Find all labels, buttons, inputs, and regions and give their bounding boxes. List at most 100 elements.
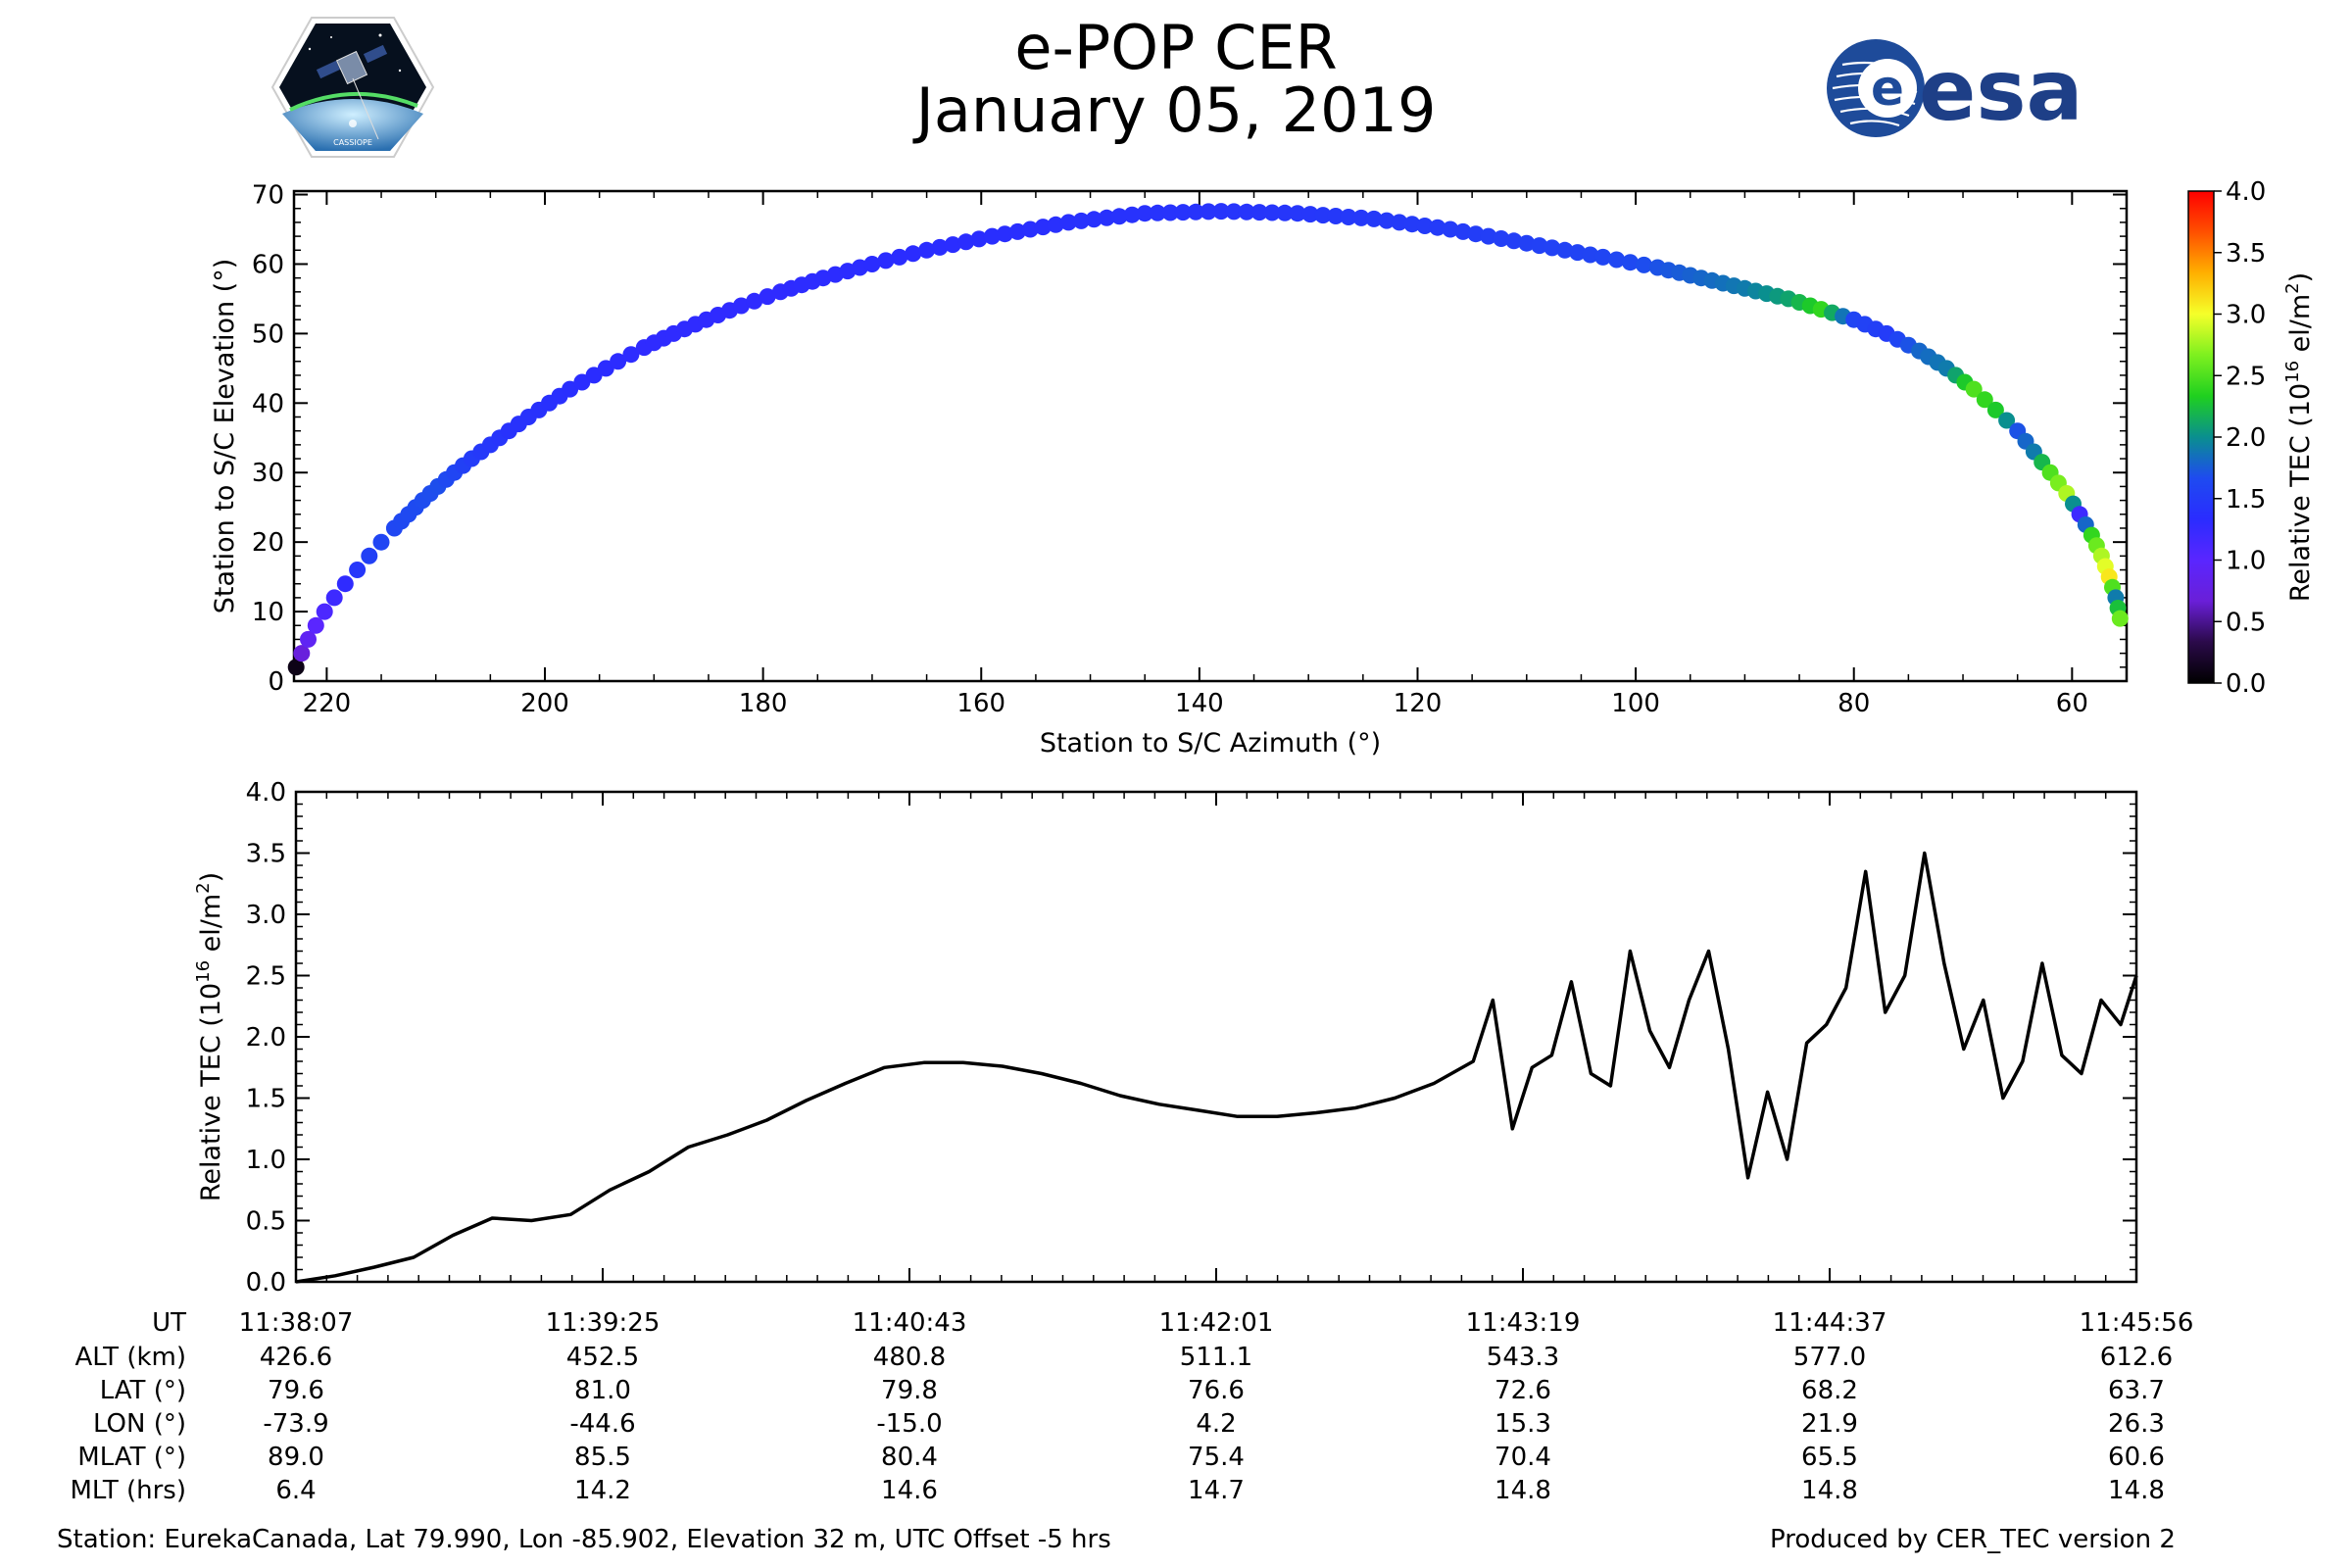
scatter-point	[944, 236, 961, 254]
scatter-point	[1352, 209, 1370, 226]
table-cell: -73.9	[263, 1409, 328, 1439]
scatter-point	[1123, 206, 1141, 223]
table-row-label: UT	[152, 1308, 186, 1338]
table-row-label: LAT (°)	[100, 1376, 186, 1405]
table-row-label: LON (°)	[93, 1409, 186, 1439]
table-cell: 63.7	[2108, 1376, 2165, 1405]
table-cell: 65.5	[1801, 1443, 1858, 1472]
colorbar-tick-label: 0.0	[2226, 669, 2266, 699]
scatter-point	[1531, 237, 1548, 255]
scatter-point	[1149, 204, 1166, 221]
table-cell: 4.2	[1196, 1409, 1236, 1439]
scatter-point	[597, 360, 614, 377]
scatter-point	[307, 616, 324, 634]
figure-title: e-POP CER	[1014, 12, 1338, 83]
x-tick-label: 100	[1611, 689, 1660, 718]
table-cell: 79.6	[268, 1376, 324, 1405]
scatter-point	[1636, 256, 1652, 273]
table-cell: 14.6	[881, 1476, 938, 1505]
scatter-point	[1340, 209, 1357, 225]
colorbar-label: Relative TEC (1016 el/m2)	[2282, 272, 2316, 602]
scatter-point	[610, 353, 627, 370]
scatter-point	[1047, 216, 1064, 233]
colorbar-tick-label: 0.5	[2226, 608, 2266, 637]
x-tick-label: 140	[1175, 689, 1224, 718]
table-cell: 452.5	[566, 1343, 639, 1372]
scatter-point	[1187, 203, 1204, 220]
scatter-point	[1034, 219, 1052, 236]
tec-series-line	[295, 851, 2138, 1284]
table-cell: 21.9	[1801, 1409, 1858, 1439]
y-axis-label: Station to S/C Elevation (°)	[210, 259, 240, 614]
scatter-point	[1072, 212, 1090, 229]
produced-by: Produced by CER_TEC version 2	[1770, 1525, 2176, 1554]
scatter-point	[746, 292, 763, 310]
y-tick-label: 50	[252, 319, 284, 349]
scatter-point	[863, 256, 881, 272]
table-cell: 426.6	[260, 1343, 332, 1372]
y-tick-label: 0.5	[246, 1207, 286, 1237]
scatter-point	[1212, 203, 1230, 220]
table-cell: 11:38:07	[239, 1308, 354, 1338]
scatter-point	[1327, 208, 1345, 224]
scatter-point	[1378, 212, 1396, 229]
colorbar-tick-label: 2.0	[2226, 423, 2266, 453]
x-tick-label: 80	[1838, 689, 1870, 718]
colorbar-tick-label: 1.0	[2226, 547, 2266, 576]
scatter-point	[361, 547, 378, 564]
scatter-point	[905, 245, 922, 263]
y-tick-label: 1.0	[246, 1146, 286, 1175]
y-tick-label: 3.0	[246, 901, 286, 930]
y-tick-label: 60	[252, 250, 284, 279]
y-tick-label: 2.0	[246, 1023, 286, 1053]
scatter-point	[1174, 204, 1192, 221]
cassiope-logo-text: CASSIOPE	[333, 138, 372, 147]
scatter-point	[372, 533, 390, 551]
table-cell: 612.6	[2100, 1343, 2173, 1372]
colorbar-tick-label: 1.5	[2226, 485, 2266, 514]
y-tick-label: 4.0	[246, 778, 286, 808]
scatter-point	[562, 380, 579, 398]
table-cell: 11:45:56	[2080, 1308, 2194, 1338]
scatter-point	[983, 227, 1001, 245]
scatter-point	[1493, 230, 1510, 247]
scatter-point	[1301, 206, 1319, 223]
scatter-point	[1622, 254, 1639, 271]
table-cell: 75.4	[1188, 1443, 1245, 1472]
x-tick-label: 200	[520, 689, 569, 718]
scatter-point	[1098, 209, 1115, 226]
y-tick-label: 0.0	[246, 1268, 286, 1298]
scatter-point	[316, 603, 333, 620]
table-cell: 14.7	[1188, 1476, 1245, 1505]
scatter-point	[996, 225, 1013, 243]
scatter-series	[287, 203, 2129, 676]
x-axis-label: Station to S/C Azimuth (°)	[1040, 728, 1381, 759]
scatter-point	[970, 230, 988, 248]
scatter-point	[1200, 203, 1217, 220]
plot1-frame	[292, 189, 2129, 683]
scatter-point	[1986, 401, 2004, 418]
scatter-point	[877, 252, 895, 270]
scatter-point	[1569, 244, 1587, 262]
table-cell: 89.0	[268, 1443, 324, 1472]
scatter-point	[1085, 211, 1102, 228]
scatter-point	[1429, 219, 1446, 236]
y-tick-label: 20	[252, 528, 284, 558]
y-tick-label: 70	[252, 181, 284, 211]
scatter-point	[1556, 241, 1574, 259]
scatter-point	[931, 238, 949, 256]
x-tick-label: 120	[1394, 689, 1443, 718]
scatter-point	[1454, 222, 1472, 240]
x-tick-label: 220	[303, 689, 352, 718]
table-cell: 81.0	[574, 1376, 631, 1405]
table-cell: 79.8	[881, 1376, 938, 1405]
colorbar-tick-label: 3.0	[2226, 301, 2266, 330]
x-tick-label: 180	[739, 689, 788, 718]
scatter-point	[1594, 248, 1612, 266]
scatter-point	[622, 346, 640, 364]
table-cell: 76.6	[1188, 1376, 1245, 1405]
scatter-point	[1161, 204, 1179, 221]
scatter-point	[1544, 239, 1561, 257]
scatter-point	[1998, 412, 2016, 429]
